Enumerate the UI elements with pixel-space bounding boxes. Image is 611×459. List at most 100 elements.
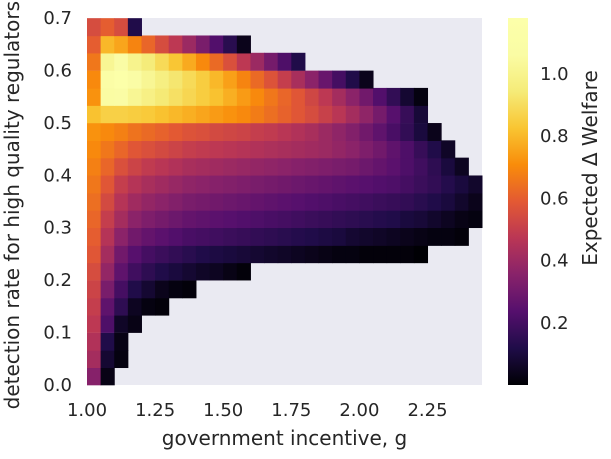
- heatmap-cell: [168, 70, 183, 89]
- heatmap-cell: [373, 175, 388, 194]
- heatmap-cell: [332, 105, 347, 124]
- heatmap-cell: [345, 70, 360, 89]
- heatmap-cell: [100, 262, 115, 281]
- heatmap-cell: [141, 105, 156, 124]
- heatmap-cell: [155, 105, 170, 124]
- heatmap-cell: [114, 105, 129, 124]
- heatmap-cell: [250, 210, 265, 229]
- heatmap-cell: [318, 192, 333, 211]
- heatmap-cell: [182, 123, 197, 141]
- heatmap-cell: [236, 35, 251, 54]
- heatmap-cell: [127, 157, 142, 176]
- heatmap-cell: [182, 175, 197, 194]
- heatmap-cell: [168, 245, 183, 264]
- heatmap-cell: [304, 245, 320, 264]
- heatmap-cell: [168, 280, 183, 299]
- heatmap-cell: [114, 35, 129, 54]
- heatmap-cell: [141, 262, 156, 281]
- heatmap-cell: [141, 140, 156, 159]
- heatmap-cell: [400, 157, 415, 176]
- heatmap-cell: [400, 245, 415, 264]
- heatmap-cell: [250, 227, 265, 246]
- heatmap-cell: [332, 140, 347, 159]
- heatmap-cell: [87, 280, 102, 299]
- heatmap-cell: [441, 175, 456, 194]
- heatmap-cell: [100, 123, 115, 141]
- heatmap-cell: [441, 157, 456, 176]
- heatmap-cell: [236, 140, 251, 159]
- heatmap-cell: [373, 123, 388, 141]
- heatmap-cell: [155, 192, 170, 211]
- heatmap-cell: [209, 52, 224, 71]
- heatmap-cell: [100, 87, 115, 106]
- heatmap-cell: [141, 227, 156, 246]
- y-axis-label: detection rate for high quality regulato…: [0, 0, 24, 409]
- heatmap-cell: [155, 35, 170, 54]
- heatmap-cell: [223, 245, 238, 264]
- heatmap-cell: [304, 192, 320, 211]
- heatmap-cell: [400, 87, 415, 106]
- heatmap-cell: [100, 332, 115, 351]
- heatmap-cell: [250, 70, 265, 89]
- heatmap-cell: [87, 262, 102, 281]
- heatmap-cell: [318, 245, 333, 264]
- heatmap-cell: [195, 192, 211, 211]
- heatmap-cell: [223, 175, 238, 194]
- heatmap-cell: [359, 210, 374, 229]
- heatmap-cell: [87, 192, 102, 211]
- heatmap-cell: [332, 87, 347, 106]
- heatmap-cell: [400, 192, 415, 211]
- heatmap-cell: [277, 210, 292, 229]
- heatmap-cell: [277, 52, 292, 71]
- heatmap-cell: [359, 87, 374, 106]
- heatmap-cell: [373, 192, 388, 211]
- heatmap-cell: [114, 350, 129, 369]
- x-tick-labels: 1.00 1.25 1.50 1.75 2.00 2.25: [67, 400, 448, 421]
- heatmap-cell: [223, 210, 238, 229]
- heatmap-cell: [182, 87, 197, 106]
- heatmap-cell: [304, 157, 320, 176]
- heatmap-cell: [141, 123, 156, 141]
- heatmap-cell: [413, 227, 429, 246]
- heatmap-cell: [359, 70, 374, 89]
- heatmap-cell: [223, 105, 238, 124]
- x-tick-label: 1.25: [135, 400, 175, 421]
- heatmap-cell: [141, 297, 156, 316]
- heatmap-cell: [114, 140, 129, 159]
- heatmap-cell: [141, 245, 156, 264]
- heatmap-cell: [359, 245, 374, 264]
- heatmap-cell: [141, 280, 156, 299]
- heatmap-cell: [236, 262, 251, 281]
- heatmap-cell: [359, 157, 374, 176]
- heatmap-cell: [236, 105, 251, 124]
- heatmap-cell: [373, 245, 388, 264]
- heatmap-cell: [87, 314, 102, 333]
- heatmap-cell: [114, 123, 129, 141]
- heatmap-cell: [318, 157, 333, 176]
- heatmap-cell: [141, 35, 156, 54]
- heatmap-cell: [223, 140, 238, 159]
- heatmap-cell: [236, 192, 251, 211]
- heatmap-cell: [427, 175, 442, 194]
- heatmap-cell: [114, 332, 129, 351]
- heatmap-cell: [141, 70, 156, 89]
- heatmap-cell: [209, 157, 224, 176]
- heatmap-cell: [413, 192, 429, 211]
- heatmap-cell: [223, 70, 238, 89]
- heatmap-cell: [182, 262, 197, 281]
- colorbar-tick-label: 0.4: [540, 251, 569, 272]
- heatmap-cell: [236, 123, 251, 141]
- heatmap-cell: [264, 70, 279, 89]
- heatmap-cell: [264, 227, 279, 246]
- heatmap-cell: [291, 245, 306, 264]
- heatmap-cell: [359, 140, 374, 159]
- heatmap-cell: [236, 245, 251, 264]
- heatmap-cell: [114, 262, 129, 281]
- heatmap-cell: [100, 314, 115, 333]
- heatmap-cell: [168, 87, 183, 106]
- heatmap-cell: [87, 332, 102, 351]
- heatmap-cell: [155, 210, 170, 229]
- heatmap-cell: [223, 157, 238, 176]
- heatmap-cell: [345, 227, 360, 246]
- heatmap-cell: [127, 280, 142, 299]
